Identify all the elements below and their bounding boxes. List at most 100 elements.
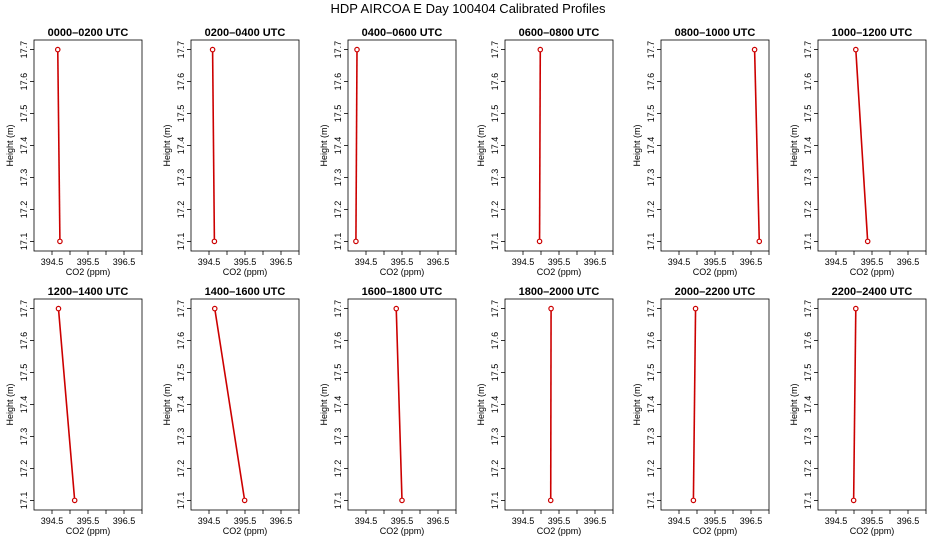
x-tick-label: 396.5	[584, 516, 607, 526]
y-tick-label: 17.7	[646, 300, 656, 318]
y-tick-label: 17.7	[176, 41, 186, 59]
y-tick-label: 17.5	[19, 105, 29, 123]
y-tick-label: 17.3	[176, 428, 186, 446]
plot-frame	[347, 39, 457, 252]
profile-point	[850, 497, 857, 504]
y-axis-label: Height (m)	[476, 383, 486, 425]
plot-frame	[33, 298, 143, 511]
y-tick-label: 17.5	[333, 364, 343, 382]
y-tick-label: 17.1	[490, 233, 500, 251]
y-tick-label: 17.5	[490, 364, 500, 382]
y-tick-label: 17.6	[490, 332, 500, 350]
panel-title: 0000–0200 UTC	[48, 27, 129, 39]
y-tick-label: 17.1	[333, 492, 343, 510]
y-tick-label: 17.7	[333, 41, 343, 59]
profile-line	[56, 49, 61, 242]
y-tick-label: 17.6	[333, 73, 343, 91]
profile-line	[395, 308, 403, 501]
panel-0: 0000–0200 UTC 394.5 395.5 396.5 17.1 17.2 17.3…	[5, 27, 143, 277]
y-tick-label: 17.2	[490, 460, 500, 478]
x-tick-label: 396.5	[270, 516, 293, 526]
x-tick-label: 394.5	[41, 516, 64, 526]
y-tick-label: 17.5	[646, 364, 656, 382]
profile-point	[537, 46, 544, 53]
y-tick-label: 17.6	[19, 73, 29, 91]
x-tick-label: 395.5	[77, 516, 100, 526]
profile-point	[751, 46, 758, 53]
y-tick-label: 17.3	[19, 169, 29, 187]
plot-frame	[33, 39, 143, 252]
y-tick-label: 17.2	[803, 201, 813, 219]
panel-3: 0600–0800 UTC 394.5 395.5 396.5 17.1 17.2 17.3…	[476, 27, 614, 277]
y-tick-label: 17.6	[803, 73, 813, 91]
x-tick-label: 396.5	[740, 516, 763, 526]
y-tick-label: 17.5	[490, 105, 500, 123]
profile-point	[864, 238, 871, 245]
profile-point	[548, 305, 554, 312]
x-tick-label: 395.5	[704, 257, 727, 267]
plot-frame	[504, 39, 614, 252]
panel-7: 1400–1600 UTC 394.5 395.5 396.5 17.1 17.2 17.3…	[162, 286, 300, 536]
profile-point	[54, 46, 61, 53]
y-tick-label: 17.6	[646, 73, 656, 91]
profile-point	[852, 46, 859, 53]
y-tick-label: 17.1	[333, 233, 343, 251]
x-tick-label: 394.5	[825, 257, 848, 267]
panel-8: 1600–1800 UTC 394.5 395.5 396.5 17.1 17.2 17.3…	[319, 286, 457, 536]
figure-title: HDP AIRCOA E Day 100404 Calibrated Profi…	[330, 1, 606, 16]
y-tick-label: 17.7	[176, 300, 186, 318]
y-tick-label: 17.5	[803, 364, 813, 382]
panel-title: 1400–1600 UTC	[205, 286, 286, 298]
profile-point	[690, 497, 697, 504]
x-tick-label: 396.5	[897, 257, 920, 267]
y-tick-label: 17.3	[646, 169, 656, 187]
y-tick-label: 17.4	[19, 137, 29, 155]
y-tick-label: 17.5	[646, 105, 656, 123]
profile-line	[855, 49, 869, 242]
x-axis-label: CO2 (ppm)	[223, 267, 268, 277]
x-axis-label: CO2 (ppm)	[850, 267, 895, 277]
panel-title: 1200–1400 UTC	[48, 286, 129, 298]
x-tick-label: 395.5	[861, 516, 884, 526]
y-tick-label: 17.2	[646, 201, 656, 219]
x-tick-label: 394.5	[198, 516, 221, 526]
y-tick-label: 17.3	[803, 169, 813, 187]
x-tick-label: 394.5	[41, 257, 64, 267]
y-tick-label: 17.3	[333, 428, 343, 446]
y-tick-label: 17.4	[490, 396, 500, 414]
profile-point	[55, 305, 62, 312]
panel-10: 2000–2200 UTC 394.5 395.5 396.5 17.1 17.2 17.3…	[632, 286, 770, 536]
y-tick-label: 17.4	[490, 137, 500, 155]
y-tick-label: 17.1	[19, 492, 29, 510]
y-tick-label: 17.2	[176, 201, 186, 219]
x-tick-label: 394.5	[355, 257, 378, 267]
profile-point	[57, 238, 63, 245]
x-tick-label: 396.5	[740, 257, 763, 267]
y-axis-label: Height (m)	[789, 383, 799, 425]
plot-frame	[660, 298, 770, 511]
x-axis-label: CO2 (ppm)	[380, 267, 425, 277]
x-axis-label: CO2 (ppm)	[693, 526, 738, 536]
y-tick-label: 17.7	[19, 300, 29, 318]
x-tick-label: 396.5	[270, 257, 293, 267]
y-tick-label: 17.5	[803, 105, 813, 123]
y-tick-label: 17.1	[19, 233, 29, 251]
y-tick-label: 17.4	[646, 137, 656, 155]
y-tick-label: 17.3	[333, 169, 343, 187]
y-tick-label: 17.2	[646, 460, 656, 478]
y-tick-label: 17.7	[803, 41, 813, 59]
y-tick-label: 17.5	[176, 364, 186, 382]
profile-point	[241, 497, 248, 504]
y-axis-label: Height (m)	[632, 383, 642, 425]
y-tick-label: 17.3	[646, 428, 656, 446]
x-tick-label: 396.5	[113, 257, 136, 267]
x-tick-label: 395.5	[77, 257, 100, 267]
y-tick-label: 17.7	[803, 300, 813, 318]
x-tick-label: 395.5	[548, 257, 571, 267]
y-tick-label: 17.1	[803, 492, 813, 510]
profile-line	[213, 308, 246, 501]
profile-point	[209, 46, 216, 53]
y-tick-label: 17.2	[803, 460, 813, 478]
panel-4: 0800–1000 UTC 394.5 395.5 396.5 17.1 17.2 17.3…	[632, 27, 770, 277]
